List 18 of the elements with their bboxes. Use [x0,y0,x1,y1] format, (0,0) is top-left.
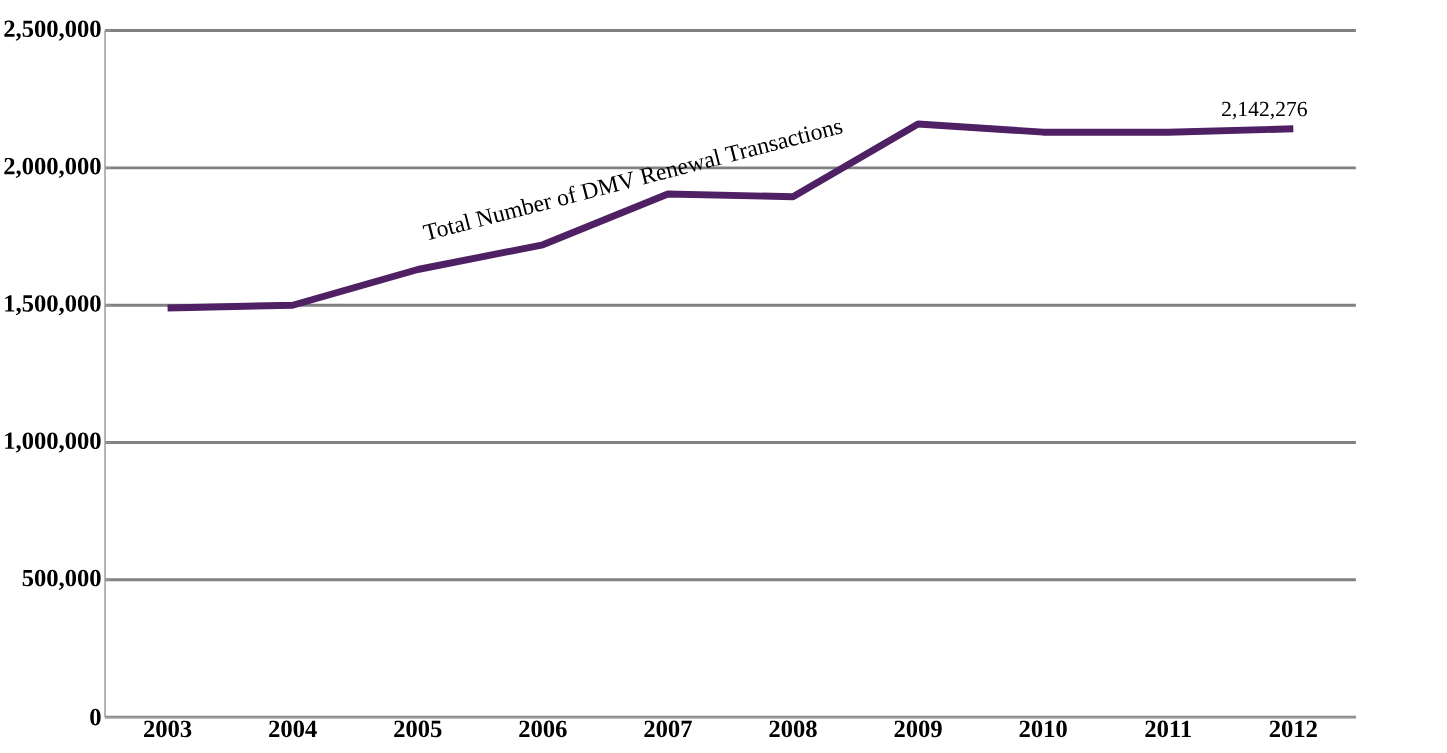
x-tick-label: 2007 [644,720,692,738]
x-tick-label: 2009 [894,720,942,738]
data-label: 2,142,276 [1222,101,1307,120]
y-tick-label: 1,000,000 [5,432,101,453]
x-tick-label: 2003 [144,720,192,738]
y-tick-label: 2,500,000 [4,20,101,41]
x-tick-label: 2012 [1269,720,1317,738]
y-tick-label: 2,000,000 [4,157,101,179]
x-tick-label: 2005 [394,720,442,738]
x-tick-label: 2004 [269,720,317,738]
x-tick-label: 2006 [519,720,567,738]
text: Total Number of DMV Renewal Transactions [422,122,843,241]
y-tick-label: 0 [90,709,101,726]
x-tick-label: 2011 [1145,720,1191,738]
y-tick-label: 1,500,000 [5,295,101,316]
y-tick-label: 500,000 [22,569,101,591]
x-tick-label: 2008 [769,720,817,738]
x-tick-label: 2010 [1019,720,1067,738]
